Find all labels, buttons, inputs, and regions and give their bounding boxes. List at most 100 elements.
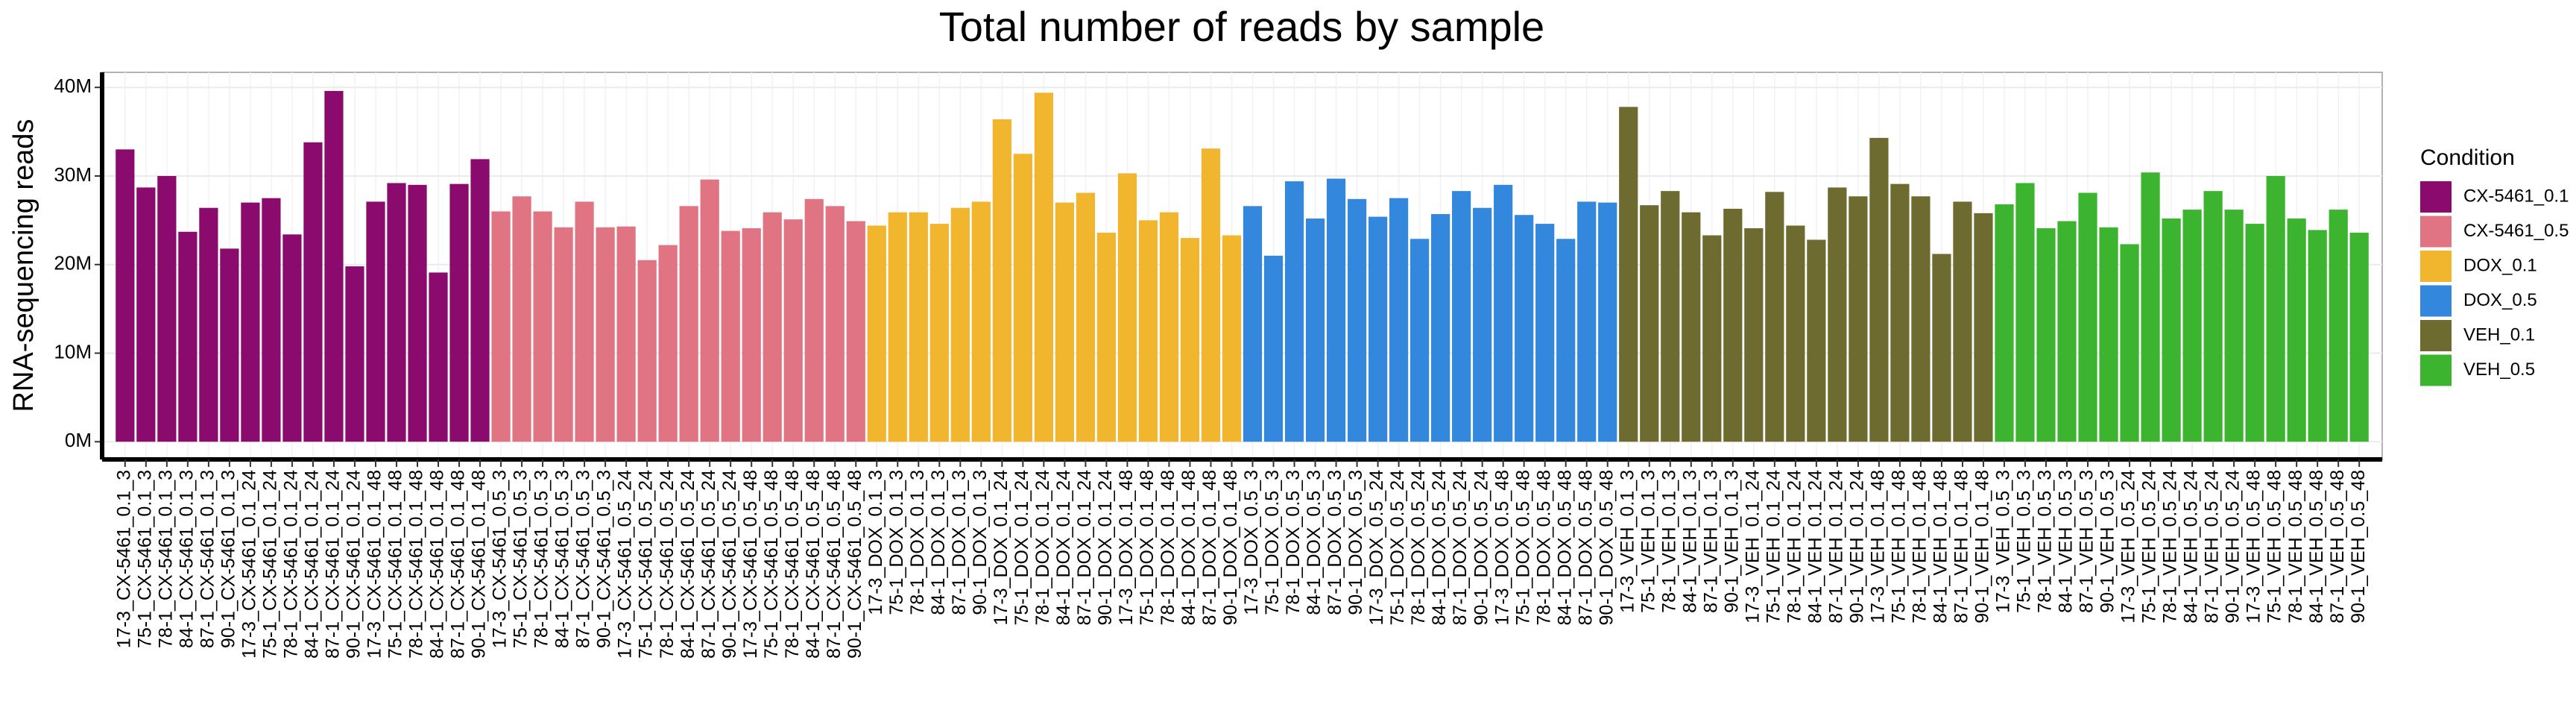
bar xyxy=(1347,198,1367,442)
x-tick-label: 84-1_CX-5461_0.5_3 xyxy=(552,470,573,648)
x-tick-label: 78-1_VEH_0.5_48 xyxy=(2285,470,2306,624)
bar xyxy=(2141,172,2160,442)
y-tick-label: 0M xyxy=(65,429,92,451)
bar xyxy=(2015,183,2035,442)
x-tick-label: 84-1_DOX_0.5_3 xyxy=(1304,470,1325,615)
bar xyxy=(1138,220,1158,442)
x-tick-label: 90-1_DOX_0.1_24 xyxy=(1095,470,1116,626)
x-tick-label: 75-1_CX-5461_0.5_3 xyxy=(511,470,531,648)
x-tick-label: 87-1_DOX_0.1_24 xyxy=(1074,470,1095,626)
x-tick-label: 90-1_CX-5461_0.5_48 xyxy=(845,470,865,659)
bar xyxy=(721,230,740,442)
x-tick-label: 87-1_VEH_0.1_3 xyxy=(1700,470,1721,613)
x-tick-label: 78-1_CX-5461_0.5_24 xyxy=(657,470,678,659)
bar xyxy=(1055,202,1074,442)
x-tick-label: 90-1_CX-5461_0.1_48 xyxy=(469,470,490,659)
bar xyxy=(1619,107,1638,442)
x-tick-label: 75-1_VEH_0.1_3 xyxy=(1638,470,1658,613)
bar xyxy=(1284,181,1304,442)
x-tick-label: 17-3_CX-5461_0.1_3 xyxy=(113,470,134,648)
bar xyxy=(783,219,803,442)
x-tick-label: 78-1_CX-5461_0.5_3 xyxy=(531,470,552,648)
x-tick-label: 75-1_DOX_0.1_3 xyxy=(886,470,907,615)
x-tick-label: 87-1_VEH_0.5_24 xyxy=(2202,470,2223,624)
x-tick-label: 84-1_DOX_0.1_48 xyxy=(1178,470,1199,625)
x-tick-label: 87-1_CX-5461_0.5_3 xyxy=(573,470,594,648)
bar xyxy=(1744,228,1764,442)
bar xyxy=(2287,218,2306,442)
x-tick-label: 78-1_CX-5461_0.5_48 xyxy=(782,470,803,659)
x-tick-label: 17-3_DOX_0.1_24 xyxy=(991,470,1011,626)
x-tick-label: 78-1_DOX_0.1_3 xyxy=(907,470,928,615)
y-axis-title: RNA-sequencing reads xyxy=(8,119,40,412)
bar xyxy=(1535,224,1555,442)
bar xyxy=(1682,212,1701,442)
legend-label: CX-5461_0.5 xyxy=(2463,221,2569,241)
bar xyxy=(1368,216,1388,442)
bar xyxy=(1911,196,1931,442)
x-tick-label: 75-1_DOX_0.5_3 xyxy=(1262,470,1283,615)
x-tick-label: 84-1_CX-5461_0.5_24 xyxy=(678,470,698,659)
bar xyxy=(512,196,531,442)
bar xyxy=(324,90,344,442)
x-tick-label: 75-1_CX-5461_0.1_48 xyxy=(385,470,406,659)
x-tick-label: 84-1_CX-5461_0.1_48 xyxy=(427,470,448,659)
legend-key xyxy=(2420,354,2452,386)
legend-label: DOX_0.5 xyxy=(2463,290,2537,310)
x-tick-label: 75-1_CX-5461_0.5_48 xyxy=(761,470,782,659)
bar xyxy=(1953,201,1972,442)
x-tick-label: 78-1_VEH_0.5_3 xyxy=(2035,470,2056,613)
bar xyxy=(971,201,991,442)
x-tick-label: 90-1_CX-5461_0.1_3 xyxy=(218,470,239,648)
bar xyxy=(1828,187,1847,442)
bar xyxy=(909,212,928,442)
x-tick-label: 90-1_VEH_0.5_48 xyxy=(2348,470,2369,624)
bar xyxy=(596,227,615,442)
bar xyxy=(157,175,177,442)
bar xyxy=(1076,192,1096,442)
x-tick-label: 78-1_CX-5461_0.1_3 xyxy=(155,470,176,648)
x-tick-label: 87-1_CX-5461_0.5_48 xyxy=(824,470,845,659)
bar xyxy=(262,198,281,442)
bar xyxy=(616,226,636,442)
x-tick-label: 87-1_CX-5461_0.5_24 xyxy=(698,470,719,659)
bar xyxy=(241,202,260,442)
bar xyxy=(1159,212,1179,442)
x-tick-label: 87-1_CX-5461_0.1_24 xyxy=(323,470,344,659)
bar xyxy=(1661,191,1680,442)
bar xyxy=(116,149,135,442)
bar xyxy=(2182,210,2202,442)
x-tick-label: 84-1_DOX_0.5_24 xyxy=(1429,470,1450,626)
x-tick-label: 75-1_VEH_0.5_24 xyxy=(2139,470,2160,624)
x-tick-label: 84-1_CX-5461_0.5_48 xyxy=(803,470,824,659)
bar xyxy=(1180,238,1200,442)
bar xyxy=(1807,239,1826,442)
chart-title: Total number of reads by sample xyxy=(939,3,1544,50)
bar xyxy=(992,119,1011,442)
x-tick-label: 90-1_CX-5461_0.5_24 xyxy=(719,470,740,659)
bar xyxy=(2057,221,2077,442)
x-tick-label: 84-1_DOX_0.5_48 xyxy=(1554,470,1575,625)
bar xyxy=(1222,235,1242,442)
legend-key xyxy=(2420,320,2452,351)
bar xyxy=(136,187,156,442)
legend-label: CX-5461_0.1 xyxy=(2463,186,2569,206)
x-tick-label: 90-1_CX-5461_0.1_24 xyxy=(344,470,364,659)
x-tick-label: 84-1_DOX_0.1_3 xyxy=(928,470,949,615)
bar xyxy=(1243,206,1263,442)
bar xyxy=(1723,208,1743,442)
x-tick-label: 17-3_VEH_0.1_48 xyxy=(1868,470,1889,624)
bar xyxy=(1556,239,1576,442)
bar xyxy=(1515,215,1534,442)
legend-key xyxy=(2420,251,2452,282)
x-tick-label: 78-1_CX-5461_0.1_24 xyxy=(281,470,302,659)
x-tick-label: 75-1_VEH_0.5_48 xyxy=(2264,470,2285,624)
bar xyxy=(2349,232,2369,442)
x-tick-label: 78-1_DOX_0.5_3 xyxy=(1283,470,1304,615)
x-tick-label: 87-1_DOX_0.1_48 xyxy=(1199,470,1220,625)
bar xyxy=(825,206,845,442)
x-tick-label: 84-1_VEH_0.1_48 xyxy=(1931,470,1951,624)
bar xyxy=(199,207,218,442)
bar xyxy=(1598,202,1617,442)
